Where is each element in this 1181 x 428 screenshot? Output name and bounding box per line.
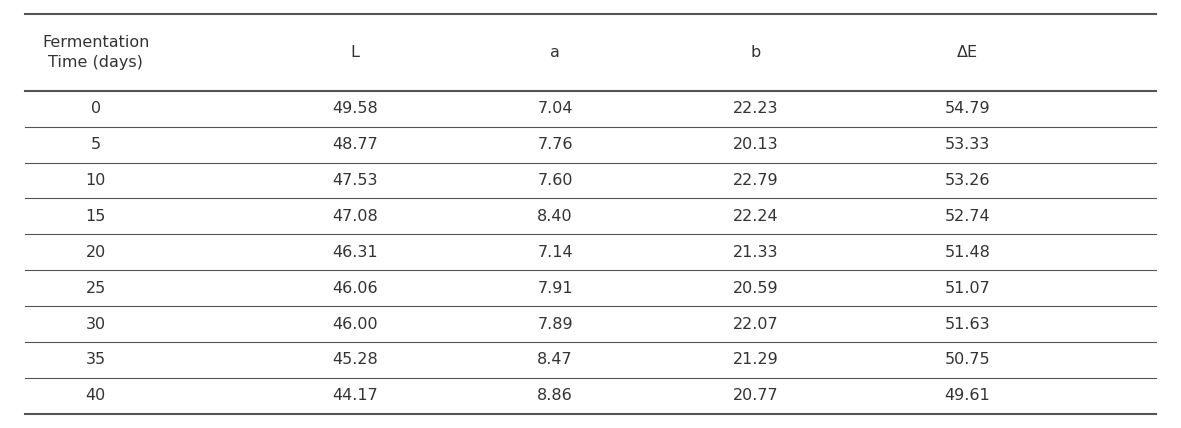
Text: 20.59: 20.59	[732, 281, 778, 296]
Text: 22.24: 22.24	[732, 209, 778, 224]
Text: 22.23: 22.23	[732, 101, 778, 116]
Text: Fermentation
Time (days): Fermentation Time (days)	[43, 35, 149, 70]
Text: 50.75: 50.75	[945, 353, 991, 368]
Text: 47.53: 47.53	[332, 173, 378, 188]
Text: 47.08: 47.08	[332, 209, 378, 224]
Text: 44.17: 44.17	[332, 388, 378, 404]
Text: ΔE: ΔE	[957, 45, 978, 60]
Text: 53.33: 53.33	[945, 137, 990, 152]
Text: 7.60: 7.60	[537, 173, 573, 188]
Text: 49.58: 49.58	[332, 101, 378, 116]
Text: a: a	[550, 45, 560, 60]
Text: 48.77: 48.77	[332, 137, 378, 152]
Text: 51.48: 51.48	[945, 245, 991, 260]
Text: 51.63: 51.63	[945, 317, 991, 332]
Text: 0: 0	[91, 101, 100, 116]
Text: 52.74: 52.74	[945, 209, 991, 224]
Text: 35: 35	[85, 353, 106, 368]
Text: 7.04: 7.04	[537, 101, 573, 116]
Text: 30: 30	[85, 317, 106, 332]
Text: 7.14: 7.14	[537, 245, 573, 260]
Text: 45.28: 45.28	[332, 353, 378, 368]
Text: 54.79: 54.79	[945, 101, 991, 116]
Text: 25: 25	[85, 281, 106, 296]
Text: 46.00: 46.00	[332, 317, 378, 332]
Text: 22.07: 22.07	[732, 317, 778, 332]
Text: 8.47: 8.47	[537, 353, 573, 368]
Text: b: b	[750, 45, 761, 60]
Text: L: L	[351, 45, 359, 60]
Text: 21.33: 21.33	[732, 245, 778, 260]
Text: 40: 40	[85, 388, 106, 404]
Text: 5: 5	[91, 137, 100, 152]
Text: 10: 10	[85, 173, 106, 188]
Text: 20: 20	[85, 245, 106, 260]
Text: 8.86: 8.86	[537, 388, 573, 404]
Text: 7.76: 7.76	[537, 137, 573, 152]
Text: 51.07: 51.07	[945, 281, 991, 296]
Text: 15: 15	[85, 209, 106, 224]
Text: 53.26: 53.26	[945, 173, 991, 188]
Text: 20.77: 20.77	[732, 388, 778, 404]
Text: 22.79: 22.79	[732, 173, 778, 188]
Text: 20.13: 20.13	[732, 137, 778, 152]
Text: 7.89: 7.89	[537, 317, 573, 332]
Text: 46.31: 46.31	[332, 245, 378, 260]
Text: 46.06: 46.06	[332, 281, 378, 296]
Text: 8.40: 8.40	[537, 209, 573, 224]
Text: 7.91: 7.91	[537, 281, 573, 296]
Text: 49.61: 49.61	[945, 388, 991, 404]
Text: 21.29: 21.29	[732, 353, 778, 368]
